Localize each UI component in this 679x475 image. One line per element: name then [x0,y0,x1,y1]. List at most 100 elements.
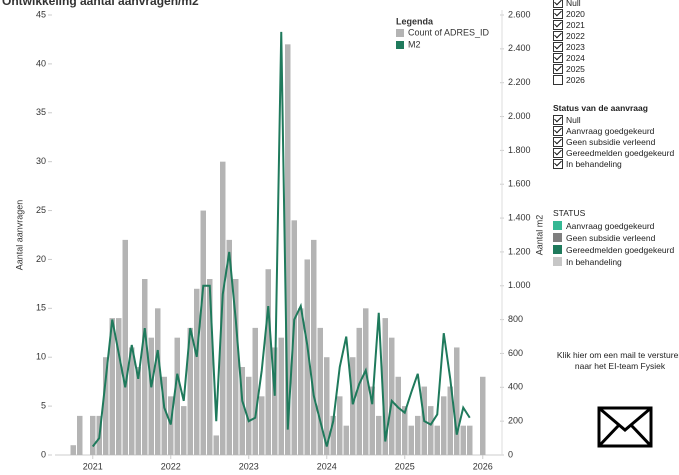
bar [265,269,271,455]
bar [447,386,453,455]
bar [129,347,135,455]
filter-option[interactable]: 2021 [553,19,585,30]
bar [239,367,245,455]
legend-swatch [553,233,562,242]
filter-option[interactable]: Null [553,0,581,8]
filter-title: Status van de aanvraag [553,103,648,113]
checkbox[interactable] [553,136,563,147]
option-label: 2026 [566,74,585,85]
legend-label: M2 [408,39,421,49]
checkbox[interactable] [553,125,563,136]
line [91,31,471,448]
checkbox[interactable] [553,147,563,158]
x-tick-label: 2026 [473,461,493,471]
y-tick-label: 30 [36,156,46,166]
y-axis-label: Aantal aanvragen [14,200,24,271]
filter-option[interactable]: Null [553,114,581,125]
checkbox[interactable] [553,114,563,125]
filter-option[interactable]: Geen subsidie verleend [553,136,655,147]
filter-option[interactable]: In behandeling [553,158,622,169]
mail-text[interactable]: naar het EI-team Fysiek [574,361,666,371]
mail-text[interactable]: Klik hier om een mail te versturen [556,350,679,360]
y2-tick-label: 800 [508,314,523,324]
y2-tick-label: 2.200 [508,77,531,87]
bar [311,239,317,455]
checkbox[interactable] [553,158,563,169]
bar [278,337,284,455]
bar [441,396,447,455]
bar [382,318,388,455]
bar [330,415,336,455]
filter-option[interactable]: 2025 [553,63,585,74]
bar [77,415,83,455]
filter-option[interactable]: 2026 [553,74,585,85]
checkbox[interactable] [553,8,563,19]
mail-icon[interactable] [597,406,653,448]
bar [434,425,440,455]
checkbox[interactable] [553,0,563,8]
option-label: In behandeling [566,158,622,169]
bar [298,308,304,455]
checkbox[interactable] [553,41,563,52]
legend-label: Gereedmelden goedgekeurd [566,244,675,255]
filter-option[interactable]: 2023 [553,41,585,52]
filter-option[interactable]: 2020 [553,8,585,19]
option-label: Aanvraag goedgekeurd [566,125,655,136]
bar [272,347,278,455]
checkbox[interactable] [553,52,563,63]
bar [480,376,486,455]
legend-swatch [396,29,404,37]
x-tick-label: 2021 [83,461,103,471]
bar [168,396,174,455]
bar [356,327,362,455]
bar [454,347,460,455]
legend-label: In behandeling [566,256,622,267]
y2-tick-label: 2.000 [508,111,531,121]
bar [90,415,96,455]
bar [285,44,291,455]
bar [200,210,206,455]
option-label: 2024 [566,52,585,63]
chart: Ontwikkeling aantal aanvragen/m2 Aantal … [2,0,544,471]
checkbox[interactable] [553,74,563,85]
bar [415,415,421,455]
filter-option[interactable]: 2024 [553,52,585,63]
bar [337,396,343,455]
x-tick-label: 2025 [395,461,415,471]
bar [109,318,115,455]
y-tick-label: 25 [36,205,46,215]
bar [408,425,414,455]
y2-tick-label: 400 [508,382,523,392]
y-tick-label: 45 [36,9,46,19]
chart-title: Ontwikkeling aantal aanvragen/m2 [2,0,199,8]
option-label: 2025 [566,63,585,74]
bar [304,259,310,455]
bar [181,406,187,455]
legend-swatch [553,257,562,266]
option-label: 2021 [566,19,585,30]
y2-tick-label: 1.000 [508,280,531,290]
bar [233,279,239,455]
y2-axis-label: Aantal m2 [534,215,544,256]
y-tick-label: 15 [36,303,46,313]
y-tick-label: 10 [36,352,46,362]
bar [207,279,213,455]
option-label: 2022 [566,30,585,41]
bar [187,327,193,455]
checkbox[interactable] [553,19,563,30]
legend-label: Aanvraag goedgekeurd [566,220,655,231]
bar [369,386,375,455]
bar [363,308,369,455]
filter-option[interactable]: Gereedmelden goedgekeurd [553,147,674,158]
bar [376,415,382,455]
filter-option[interactable]: 2022 [553,30,585,41]
legend-swatch [553,221,562,230]
checkbox[interactable] [553,63,563,74]
option-label: Null [566,114,581,125]
filter-option[interactable]: Aanvraag goedgekeurd [553,125,654,136]
bar [135,367,141,455]
y2-tick-label: 2.400 [508,43,531,53]
option-label: Gereedmelden goedgekeurd [566,147,675,158]
legend-item: Geen subsidie verleend [553,232,655,243]
checkbox[interactable] [553,30,563,41]
